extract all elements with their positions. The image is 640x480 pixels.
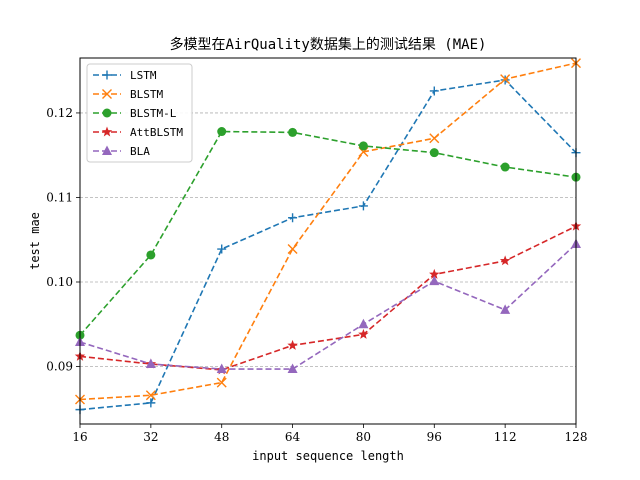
legend: LSTM BLSTM BLSTM-L AttBLSTM BLA [86, 63, 193, 163]
x-tick-label: 64 [285, 430, 301, 444]
legend-box [86, 63, 193, 163]
y-tick-label: 0.10 [46, 275, 73, 289]
y-tick-label: 0.11 [46, 190, 73, 204]
series-line [79, 130, 577, 336]
series-line [79, 62, 577, 401]
chart-title: 多模型在AirQuality数据集上的测试结果 (MAE) [170, 36, 487, 53]
data-point [146, 250, 156, 260]
data-point [145, 390, 156, 401]
data-point [429, 148, 439, 158]
data-point [216, 377, 227, 388]
series-blstm-l [75, 127, 581, 340]
data-point [146, 398, 156, 408]
x-tick-label: 128 [565, 430, 588, 444]
x-tick-label: 32 [143, 430, 158, 444]
legend-label: BLSTM-L [130, 107, 177, 120]
y-tick-label: 0.09 [46, 360, 73, 374]
data-point [217, 244, 227, 254]
data-point [145, 358, 156, 368]
data-point [287, 244, 298, 255]
data-point [499, 255, 511, 266]
y-axis-ticks: 0.09 0.10 0.11 0.12 [46, 106, 80, 374]
legend-item: BLSTM [93, 88, 163, 101]
data-point [288, 213, 298, 223]
x-axis-label: input sequence length [252, 449, 404, 463]
legend-label: AttBLSTM [130, 126, 183, 139]
x-tick-label: 96 [427, 430, 442, 444]
y-axis-label: test mae [28, 212, 42, 270]
x-tick-label: 112 [494, 430, 517, 444]
x-tick-label: 16 [72, 430, 87, 444]
legend-marker [101, 126, 113, 137]
legend-marker [102, 145, 112, 155]
data-point [358, 318, 369, 329]
data-point [287, 363, 298, 374]
data-point [358, 201, 368, 211]
legend-label: BLA [130, 145, 150, 158]
legend-item: BLSTM-L [93, 107, 177, 120]
plot-frame [79, 57, 577, 425]
legend-marker [102, 70, 112, 80]
data-point [429, 133, 440, 144]
data-point [216, 363, 227, 374]
data-point [500, 304, 511, 314]
series-line [79, 243, 577, 370]
data-point [217, 127, 227, 137]
legend-marker [102, 108, 112, 118]
legend-label: BLSTM [130, 88, 163, 101]
x-tick-label: 48 [214, 430, 229, 444]
legend-item: AttBLSTM [93, 126, 183, 139]
data-point [500, 162, 510, 172]
series-line [79, 79, 577, 411]
x-axis-ticks: 16 32 48 64 80 96 112 128 [72, 424, 587, 444]
data-point [429, 268, 440, 279]
data-point [500, 74, 511, 85]
series-group [74, 58, 582, 415]
y-tick-label: 0.12 [46, 106, 73, 120]
legend-label: LSTM [130, 69, 157, 82]
x-tick-label: 80 [356, 430, 371, 444]
data-point [288, 127, 298, 137]
data-point [358, 328, 369, 339]
data-point [429, 86, 439, 96]
legend-item: LSTM [93, 69, 157, 82]
series-bla [75, 238, 581, 374]
data-point [429, 275, 440, 286]
data-point [287, 339, 298, 350]
data-point [358, 141, 368, 151]
legend-item: BLA [93, 145, 150, 158]
legend-marker [102, 89, 112, 99]
